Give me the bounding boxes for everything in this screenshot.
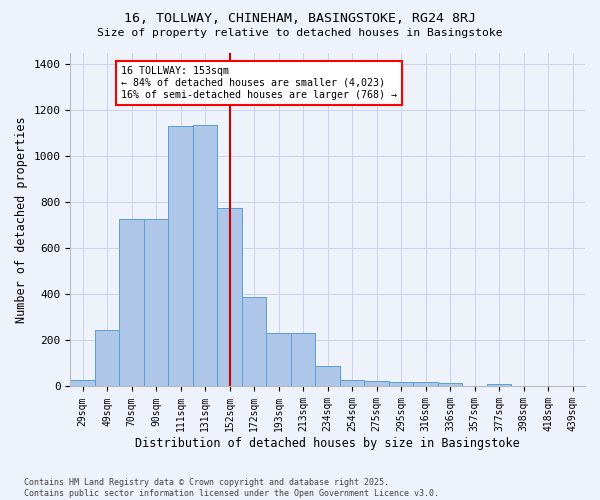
X-axis label: Distribution of detached houses by size in Basingstoke: Distribution of detached houses by size … [135, 437, 520, 450]
Bar [119, 220, 144, 386]
Text: Contains HM Land Registry data © Crown copyright and database right 2025.
Contai: Contains HM Land Registry data © Crown c… [24, 478, 439, 498]
Bar [487, 384, 511, 386]
Bar [70, 380, 95, 386]
Bar [291, 334, 316, 386]
Bar [413, 382, 438, 386]
Bar [144, 220, 169, 386]
Bar [217, 208, 242, 386]
Text: Size of property relative to detached houses in Basingstoke: Size of property relative to detached ho… [97, 28, 503, 38]
Text: 16 TOLLWAY: 153sqm
← 84% of detached houses are smaller (4,023)
16% of semi-deta: 16 TOLLWAY: 153sqm ← 84% of detached hou… [121, 66, 397, 100]
Bar [389, 382, 413, 386]
Bar [266, 334, 291, 386]
Bar [438, 383, 463, 386]
Y-axis label: Number of detached properties: Number of detached properties [15, 116, 28, 323]
Bar [316, 366, 340, 386]
Bar [364, 380, 389, 386]
Bar [169, 126, 193, 386]
Bar [242, 296, 266, 386]
Bar [95, 330, 119, 386]
Text: 16, TOLLWAY, CHINEHAM, BASINGSTOKE, RG24 8RJ: 16, TOLLWAY, CHINEHAM, BASINGSTOKE, RG24… [124, 12, 476, 26]
Bar [340, 380, 364, 386]
Bar [193, 125, 217, 386]
